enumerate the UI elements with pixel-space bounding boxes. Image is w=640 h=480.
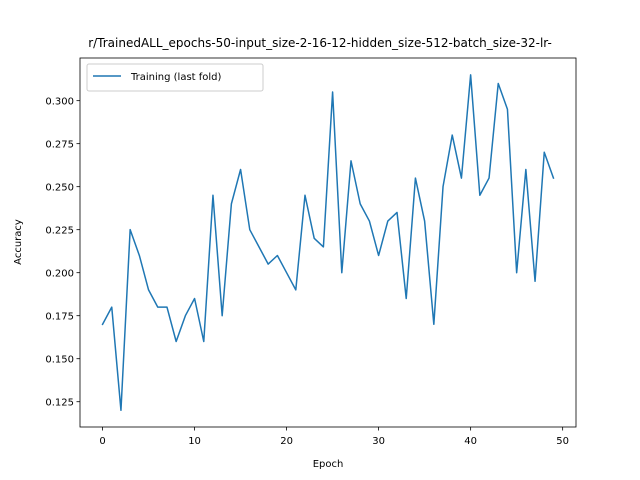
axes-frame bbox=[79, 57, 577, 428]
legend-label: Training (last fold) bbox=[130, 72, 222, 83]
y-tick-label: 0.250 bbox=[45, 182, 74, 193]
y-tick-label: 0.125 bbox=[45, 397, 74, 408]
x-tick-label: 20 bbox=[280, 436, 293, 447]
y-tick-label: 0.150 bbox=[45, 354, 74, 365]
y-tick-label: 0.300 bbox=[45, 96, 74, 107]
y-axis-label: Accuracy bbox=[13, 219, 24, 265]
x-tick-label: 10 bbox=[188, 436, 201, 447]
x-axis-label: Epoch bbox=[313, 459, 344, 470]
legend: Training (last fold) bbox=[86, 63, 264, 92]
legend-frame bbox=[86, 63, 264, 92]
y-tick-label: 0.200 bbox=[45, 268, 74, 279]
x-axis: 0 10 20 30 40 50 bbox=[99, 427, 569, 447]
x-tick-label: 50 bbox=[556, 436, 569, 447]
chart-title: r/TrainedALL_epochs-50-input_size-2-16-1… bbox=[88, 36, 552, 50]
x-tick-label: 30 bbox=[372, 436, 385, 447]
x-tick-label: 0 bbox=[99, 436, 105, 447]
y-tick-label: 0.225 bbox=[45, 225, 74, 236]
plot-area bbox=[79, 57, 577, 428]
series-line-training bbox=[101, 74, 555, 412]
y-tick-label: 0.175 bbox=[45, 311, 74, 322]
y-axis: 0.125 0.150 0.175 0.200 0.225 0.250 0.275 0.300 bbox=[45, 96, 80, 408]
y-tick-label: 0.275 bbox=[45, 139, 74, 150]
x-tick-label: 40 bbox=[464, 436, 477, 447]
